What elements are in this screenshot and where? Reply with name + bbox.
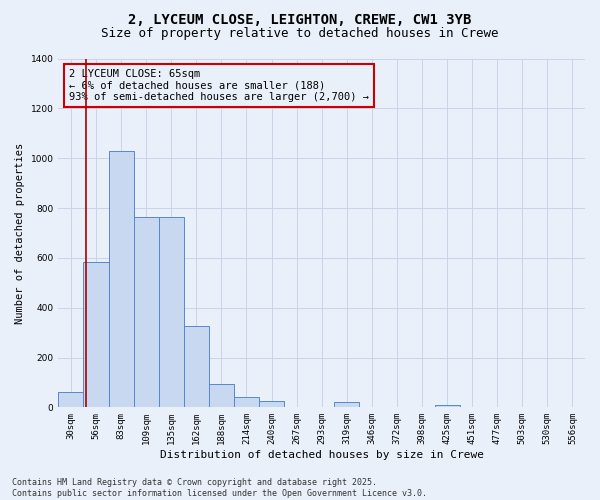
X-axis label: Distribution of detached houses by size in Crewe: Distribution of detached houses by size … bbox=[160, 450, 484, 460]
Bar bbox=[159, 218, 184, 408]
Bar bbox=[109, 150, 134, 408]
Y-axis label: Number of detached properties: Number of detached properties bbox=[15, 142, 25, 324]
Bar bbox=[58, 392, 83, 407]
Text: Contains HM Land Registry data © Crown copyright and database right 2025.
Contai: Contains HM Land Registry data © Crown c… bbox=[12, 478, 427, 498]
Bar bbox=[83, 262, 109, 408]
Text: 2, LYCEUM CLOSE, LEIGHTON, CREWE, CW1 3YB: 2, LYCEUM CLOSE, LEIGHTON, CREWE, CW1 3Y… bbox=[128, 12, 472, 26]
Bar bbox=[334, 402, 359, 407]
Text: Size of property relative to detached houses in Crewe: Size of property relative to detached ho… bbox=[101, 28, 499, 40]
Bar bbox=[434, 405, 460, 407]
Bar bbox=[209, 384, 234, 407]
Bar bbox=[259, 401, 284, 407]
Bar bbox=[184, 326, 209, 407]
Bar bbox=[234, 398, 259, 407]
Bar bbox=[134, 218, 159, 408]
Text: 2 LYCEUM CLOSE: 65sqm
← 6% of detached houses are smaller (188)
93% of semi-deta: 2 LYCEUM CLOSE: 65sqm ← 6% of detached h… bbox=[69, 69, 369, 102]
